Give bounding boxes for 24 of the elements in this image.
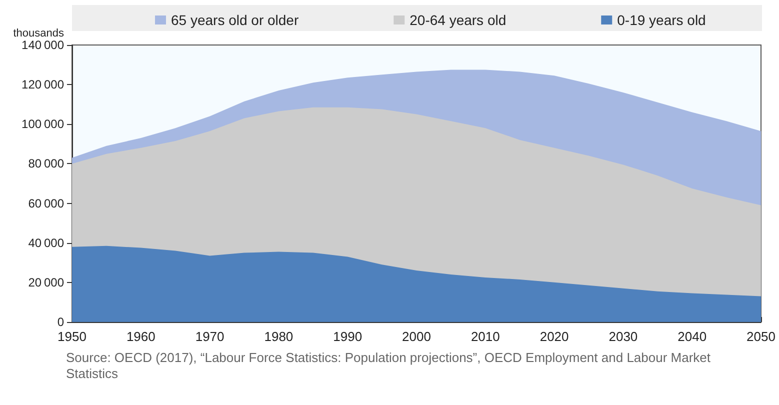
x-tick-label: 1960 — [126, 329, 156, 344]
legend-label: 0-19 years old — [617, 12, 706, 28]
y-tick-label: 80 000 — [28, 156, 64, 171]
legend-label: 65 years old or older — [171, 12, 299, 28]
y-axis-title: thousands — [13, 28, 64, 40]
source-note: Source: OECD (2017), “Labour Force Statistics: Population projections”, OECD Employment and Labour Market Statistics — [66, 350, 712, 382]
y-tick-label: 140 000 — [22, 38, 64, 52]
x-tick-label: 2030 — [608, 329, 638, 344]
x-tick-label: 1990 — [333, 329, 362, 344]
x-tick-label: 2020 — [540, 329, 569, 344]
x-tick-label: 2050 — [746, 329, 776, 344]
y-tick-label: 120 000 — [22, 78, 64, 92]
y-tick-label: 100 000 — [22, 117, 64, 132]
legend-label: 20-64 years old — [410, 12, 506, 28]
y-tick-label: 40 000 — [28, 236, 64, 250]
x-tick-label: 1970 — [195, 329, 224, 344]
x-tick-label: 1980 — [264, 329, 294, 344]
x-tick-label: 2010 — [470, 329, 500, 344]
y-tick-label: 0 — [57, 315, 64, 329]
x-tick-label: 2000 — [402, 329, 431, 344]
y-tick-label: 60 000 — [28, 196, 64, 210]
x-tick-label: 2040 — [678, 329, 707, 344]
y-tick-label: 20 000 — [28, 275, 64, 290]
x-tick-label: 1950 — [58, 329, 86, 344]
